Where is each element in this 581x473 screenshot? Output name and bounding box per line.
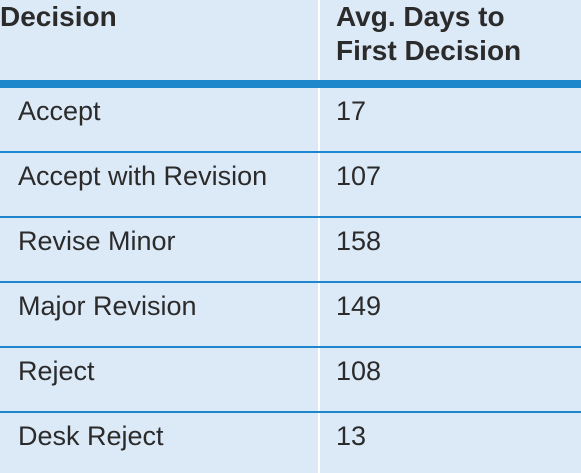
decision-cell: Accept bbox=[18, 96, 101, 126]
table-row: Desk Reject 13 bbox=[0, 413, 581, 473]
header-avg-days-line2: First Decision bbox=[336, 35, 522, 66]
table-header: Decision Avg. Days to First Decision bbox=[0, 0, 581, 80]
days-cell: 158 bbox=[336, 226, 382, 256]
table-row: Major Revision 149 bbox=[0, 283, 581, 348]
decision-cell: Reject bbox=[18, 356, 95, 386]
header-avg-days-line1: Avg. Days to bbox=[336, 1, 505, 32]
table-body: Accept 17 Accept with Revision 107 Revis… bbox=[0, 88, 581, 473]
days-cell: 107 bbox=[336, 161, 382, 191]
decision-cell: Major Revision bbox=[18, 291, 197, 321]
header-rule bbox=[0, 80, 581, 88]
days-cell: 149 bbox=[336, 291, 382, 321]
header-avg-days: Avg. Days to First Decision bbox=[336, 0, 581, 80]
header-decision: Decision bbox=[0, 0, 318, 80]
decision-cell: Desk Reject bbox=[18, 421, 164, 451]
table-row: Accept 17 bbox=[0, 88, 581, 153]
table-row: Accept with Revision 107 bbox=[0, 153, 581, 218]
days-cell: 13 bbox=[336, 421, 367, 451]
header-decision-label: Decision bbox=[0, 1, 117, 32]
column-divider bbox=[318, 0, 320, 473]
days-cell: 17 bbox=[336, 96, 367, 126]
table-row: Revise Minor 158 bbox=[0, 218, 581, 283]
decision-cell: Accept with Revision bbox=[18, 161, 268, 191]
decision-cell: Revise Minor bbox=[18, 226, 176, 256]
table-row: Reject 108 bbox=[0, 348, 581, 413]
days-cell: 108 bbox=[336, 356, 382, 386]
